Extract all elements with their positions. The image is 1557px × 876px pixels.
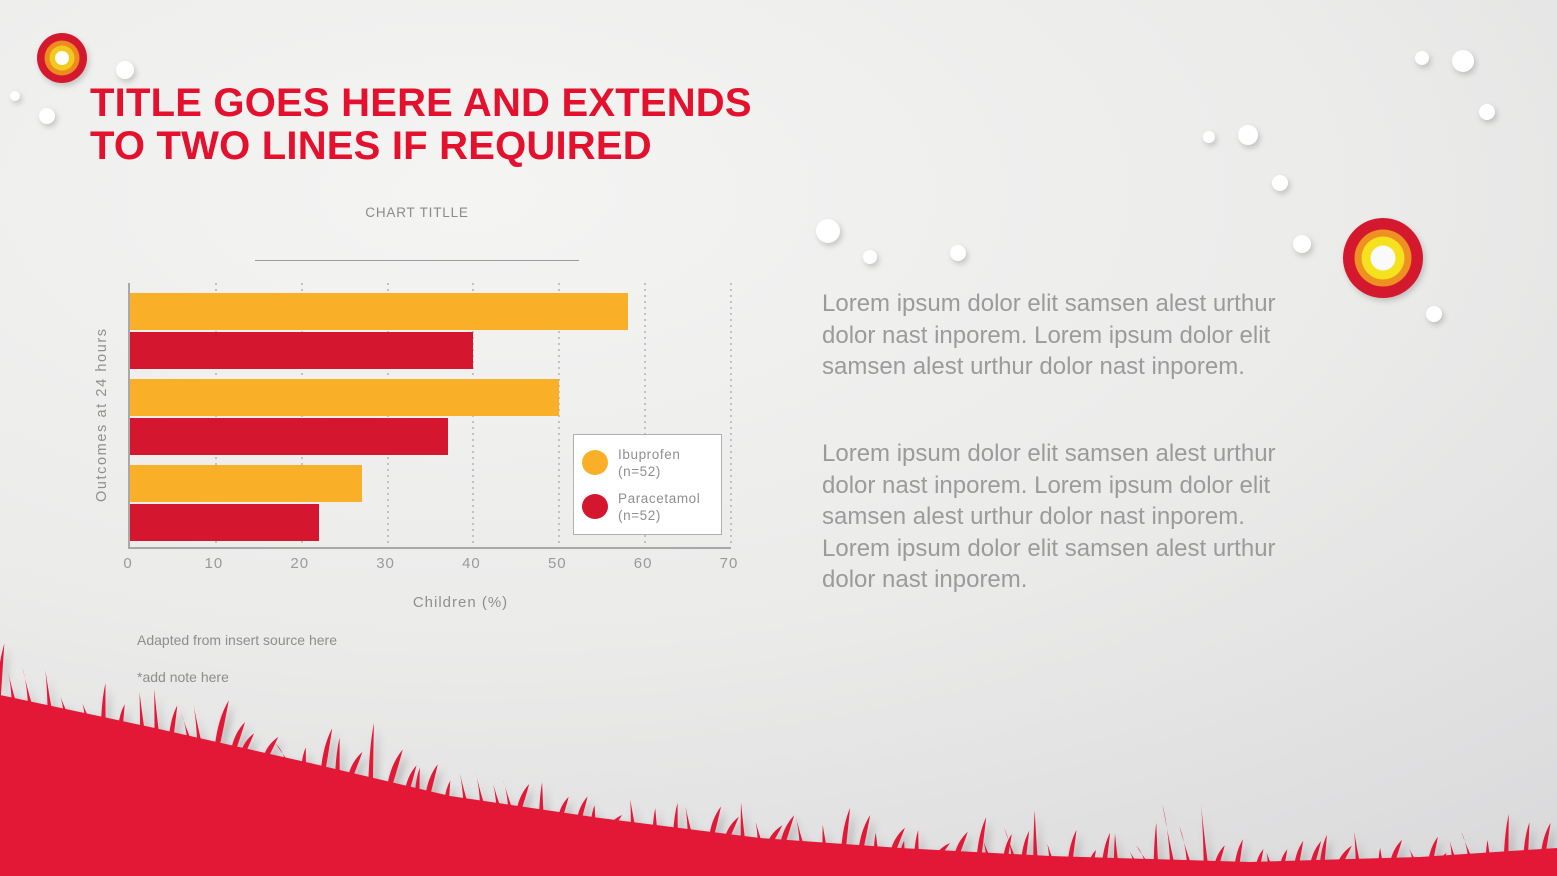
- x-tick-label: 40: [462, 555, 481, 572]
- legend-series-name: Paracetamol: [618, 490, 701, 506]
- bar-paracetamol-group3: [130, 504, 319, 541]
- decor-dot: [39, 108, 55, 124]
- bar-ibuprofen-group3: [130, 465, 362, 502]
- decor-dot: [1238, 125, 1258, 145]
- x-axis-label: Children (%): [412, 594, 509, 611]
- legend-label-ibuprofen: Ibuprofen (n=52): [618, 446, 680, 480]
- legend-label-paracetamol: Paracetamol (n=52): [618, 490, 700, 524]
- source-note: Adapted from insert source here: [137, 632, 337, 648]
- decor-dot: [1272, 175, 1288, 191]
- chart-title-divider: [255, 260, 579, 261]
- footnote: *add note here: [137, 669, 229, 685]
- bar-ibuprofen-group2: [130, 379, 560, 416]
- legend-item-ibuprofen: Ibuprofen (n=52): [582, 446, 713, 480]
- chart-title: CHART TITLLE: [365, 205, 469, 220]
- gridline: [558, 283, 561, 547]
- decor-dot: [116, 61, 134, 79]
- decor-dot: [1415, 51, 1429, 65]
- slide-title: TITLE GOES HERE AND EXTENDS TO TWO LINES…: [90, 81, 752, 168]
- bar-paracetamol-group2: [130, 418, 448, 455]
- decor-dots-group: [10, 50, 1495, 322]
- bullseye-large: [1343, 218, 1423, 298]
- body-paragraph-2: Lorem ipsum dolor elit samsen alest urth…: [822, 440, 1276, 593]
- x-tick-label: 20: [290, 555, 310, 572]
- decor-dot: [816, 219, 840, 243]
- y-axis-label: Outcomes at 24 hours: [94, 327, 110, 503]
- decor-dot: [10, 91, 20, 101]
- decor-dot: [1426, 306, 1442, 322]
- decor-dot: [950, 245, 966, 261]
- gridline: [644, 283, 647, 547]
- chart-plot: [128, 283, 732, 549]
- bullseye-small: [37, 33, 87, 83]
- x-tick-label: 0: [123, 555, 133, 572]
- gridline: [730, 283, 732, 547]
- decor-dot: [1479, 104, 1495, 120]
- decor-dot: [1452, 50, 1474, 72]
- legend-swatch-paracetamol: [582, 494, 608, 519]
- legend-series-n: (n=52): [618, 463, 661, 479]
- decor-dot: [863, 250, 877, 264]
- x-axis-ticks: 0 10 20 30 40 50 60 70: [123, 555, 737, 575]
- decor-dot: [1203, 131, 1215, 143]
- legend-swatch-ibuprofen: [582, 450, 608, 475]
- x-tick-label: 70: [719, 555, 739, 572]
- legend-series-n: (n=52): [618, 507, 661, 523]
- body-paragraph-1: Lorem ipsum dolor elit samsen alest urth…: [822, 290, 1276, 380]
- x-tick-label: 30: [376, 555, 395, 572]
- bar-paracetamol-group1: [130, 332, 474, 369]
- legend-item-paracetamol: Paracetamol (n=52): [582, 490, 713, 524]
- chart-legend: Ibuprofen (n=52) Paracetamol (n=52): [573, 434, 722, 535]
- x-tick-label: 60: [633, 555, 653, 572]
- bar-ibuprofen-group1: [130, 293, 628, 330]
- x-tick-label: 50: [547, 555, 567, 572]
- decor-dot: [1293, 235, 1311, 253]
- x-tick-label: 10: [204, 555, 224, 572]
- legend-series-name: Ibuprofen: [618, 446, 681, 462]
